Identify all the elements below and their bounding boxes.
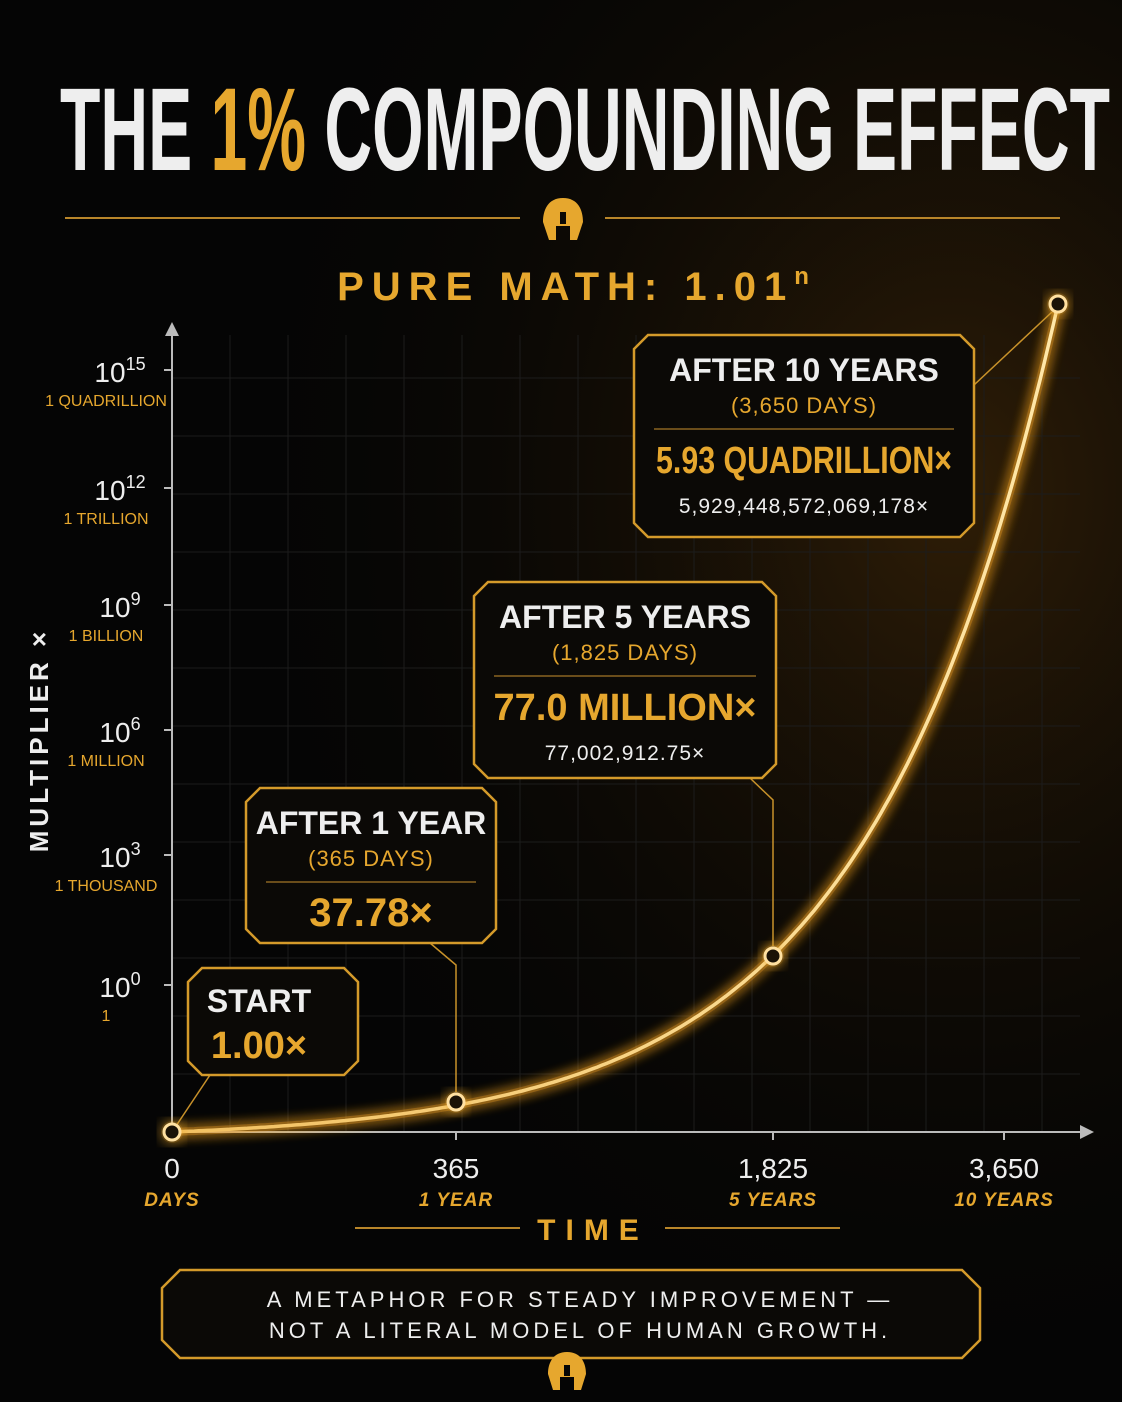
y-tick-base: 10 [94,475,125,506]
y-tick-exponent: 15 [126,354,146,374]
title: THE 1% COMPOUNDING EFFECT [60,64,1110,196]
x-tick-caption: DAYS [144,1190,199,1211]
x-tick-label: 1,825 [738,1153,808,1184]
callout-connector [749,777,774,946]
callout-value: 77.0 MILLION× [494,687,757,729]
title-part: THE [60,64,192,196]
x-axis-title: TIME [537,1214,649,1247]
callout-connector [429,942,457,1092]
note-line: A METAPHOR FOR STEADY IMPROVEMENT — [267,1287,894,1312]
x-tick-label: 3,650 [969,1153,1039,1184]
callout-exact: 77,002,912.75× [545,742,706,765]
x-tick-caption: 10 YEARS [954,1190,1054,1211]
x-axis-arrow [1080,1125,1094,1139]
title-highlight: 1% [211,64,307,196]
y-tick-exponent: 0 [131,969,141,989]
y-axis-arrow [165,322,179,336]
callout-days: (365 DAYS) [308,846,434,871]
callout-box [244,786,498,945]
y-tick-label: 109 [99,589,140,623]
y-tick-base: 10 [94,357,125,388]
callout-heading: START [207,983,312,1019]
y-tick-base: 10 [99,717,130,748]
helmet-icon [543,198,583,240]
subtitle-superscript: n [794,263,817,290]
point [763,946,783,966]
x-tick-label: 0 [164,1153,180,1184]
y-axis-title: MULTIPLIER × [24,628,54,852]
x-tick-label: 365 [433,1153,480,1184]
helmet-icon [548,1352,586,1390]
curve-group [171,303,1062,1136]
note-box [160,1268,982,1360]
x-tick-caption: 1 YEAR [419,1190,493,1211]
y-tick-label: 1015 [94,354,145,388]
callout-value: 1.00× [211,1025,307,1067]
callout-exact: 5,929,448,572,069,178× [679,495,929,518]
point [162,1122,182,1142]
callout: START 1.00× [161,966,360,1143]
callout: AFTER 5 YEARS (1,825 DAYS) 77.0 MILLION× 77… [472,580,784,967]
callout-days: (1,825 DAYS) [552,640,698,665]
callout-box [472,580,778,780]
callout-heading: AFTER 10 YEARS [669,352,939,388]
y-tick-exponent: 3 [131,839,141,859]
y-tick-label: 100 [99,969,140,1003]
y-tick-label: 1012 [94,472,145,506]
y-tick-exponent: 6 [131,714,141,734]
callout-connector [973,311,1053,386]
y-tick-label: 103 [99,839,140,873]
y-tick-caption: 1 QUADRILLION [45,393,167,410]
y-tick-exponent: 12 [126,472,146,492]
callout-heading: AFTER 1 YEAR [256,805,487,841]
callout-days: (3,650 DAYS) [731,393,877,418]
y-tick-caption: 1 THOUSAND [55,878,158,895]
y-tick-exponent: 9 [131,589,141,609]
y-tick-base: 10 [99,842,130,873]
callout-connector [171,1074,211,1133]
x-ticks: 0 DAYS 365 1 YEAR 1,825 5 YEARS 3,650 10 YEARS [144,1132,1053,1211]
curve [171,303,1060,1134]
x-tick-caption: 5 YEARS [729,1190,817,1211]
callout-value: 5.93 QUADRILLION× [656,440,952,482]
callout: AFTER 1 YEAR (365 DAYS) 37.78× [244,786,498,1113]
callout: AFTER 10 YEARS (3,650 DAYS) 5.93 QUADRILLI… [632,293,1069,539]
subtitle-text: PURE MATH: 1.01 [337,265,794,309]
y-tick-caption: 1 [102,1008,111,1025]
point [1048,294,1068,314]
y-tick-caption: 1 BILLION [69,628,144,645]
callout-box [186,966,360,1077]
y-tick-caption: 1 MILLION [67,753,144,770]
title-part: COMPOUNDING EFFECT [324,64,1110,196]
callout-heading: AFTER 5 YEARS [499,599,751,635]
note-line: NOT A LITERAL MODEL OF HUMAN GROWTH. [269,1318,891,1343]
callout-value: 37.78× [309,891,432,935]
y-tick-caption: 1 TRILLION [63,511,148,528]
subtitle: PURE MATH: 1.01n [337,263,817,309]
y-tick-base: 10 [99,972,130,1003]
callout-box [632,333,976,539]
point [446,1092,466,1112]
y-tick-label: 106 [99,714,140,748]
y-tick-base: 10 [99,592,130,623]
